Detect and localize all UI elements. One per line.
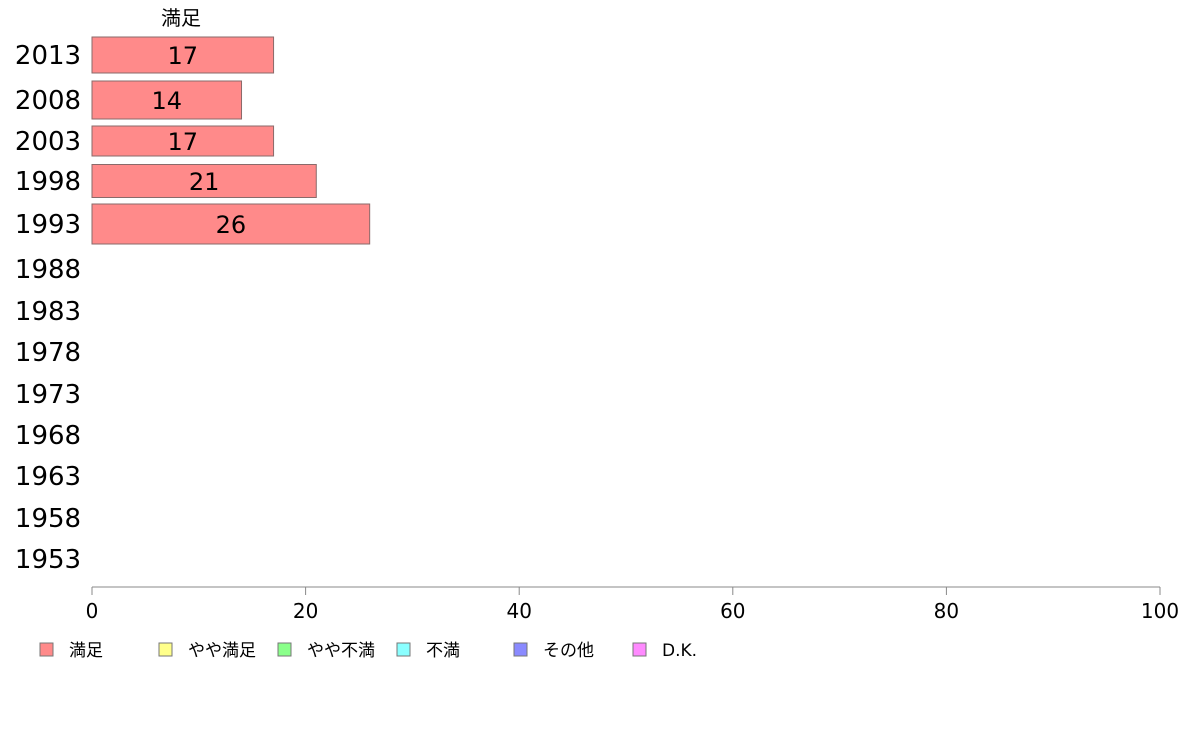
legend-label-5: D.K. xyxy=(662,641,697,661)
bars: 17 14 17 21 26 xyxy=(91,36,371,245)
value-label-1993-series-0: 26 xyxy=(216,211,247,239)
year-label-1978: 1978 xyxy=(15,338,81,368)
legend-swatch-5 xyxy=(632,642,647,657)
bar-1993-series-0 xyxy=(91,203,371,245)
column-header: 満足 xyxy=(161,6,201,30)
bar-2003-series-0 xyxy=(91,125,275,157)
x-tick-label-100: 100 xyxy=(1141,599,1179,623)
legend-swatch-1 xyxy=(158,642,173,657)
legend-label-1: やや満足 xyxy=(188,641,256,661)
bar-2008-series-0 xyxy=(91,80,243,120)
year-label-1993: 1993 xyxy=(15,210,81,240)
bar-2013-series-0 xyxy=(91,36,275,74)
x-tick-label-0: 0 xyxy=(86,599,99,623)
value-label-2008-series-0: 14 xyxy=(151,87,182,115)
year-label-1973: 1973 xyxy=(15,380,81,410)
year-labels: 2013 2008 2003 1998 1993 1988 1983 1978 1973 1968… xyxy=(15,41,81,575)
year-label-1968: 1968 xyxy=(15,421,81,451)
year-label-1983: 1983 xyxy=(15,297,81,327)
year-label-1958: 1958 xyxy=(15,504,81,534)
legend-swatch-3 xyxy=(396,642,411,657)
legend-label-4: その他 xyxy=(543,641,594,661)
year-label-1998: 1998 xyxy=(15,167,81,197)
year-label-1963: 1963 xyxy=(15,462,81,492)
legend-swatch-0 xyxy=(39,642,54,657)
year-label-2008: 2008 xyxy=(15,86,81,116)
legend-swatch-4 xyxy=(513,642,528,657)
x-tick-label-40: 40 xyxy=(506,599,531,623)
year-label-2003: 2003 xyxy=(15,127,81,157)
year-label-1953: 1953 xyxy=(15,545,81,575)
value-label-2013-series-0: 17 xyxy=(168,42,199,70)
x-axis: 0 20 40 60 80 100 xyxy=(86,586,1179,623)
legend-label-2: やや不満 xyxy=(307,641,375,661)
legend-label-0: 満足 xyxy=(69,641,103,661)
x-tick-label-80: 80 xyxy=(934,599,959,623)
legend: 満足 やや満足 やや不満 不満 その他 D.K. xyxy=(39,641,697,661)
x-tick-label-20: 20 xyxy=(293,599,318,623)
bar-1998-series-0 xyxy=(91,164,317,198)
value-label-1998-series-0: 21 xyxy=(189,168,220,196)
x-tick-label-60: 60 xyxy=(720,599,745,623)
legend-swatch-2 xyxy=(277,642,292,657)
year-label-2013: 2013 xyxy=(15,41,81,71)
value-label-2003-series-0: 17 xyxy=(168,128,199,156)
year-label-1988: 1988 xyxy=(15,255,81,285)
legend-label-3: 不満 xyxy=(426,641,460,661)
